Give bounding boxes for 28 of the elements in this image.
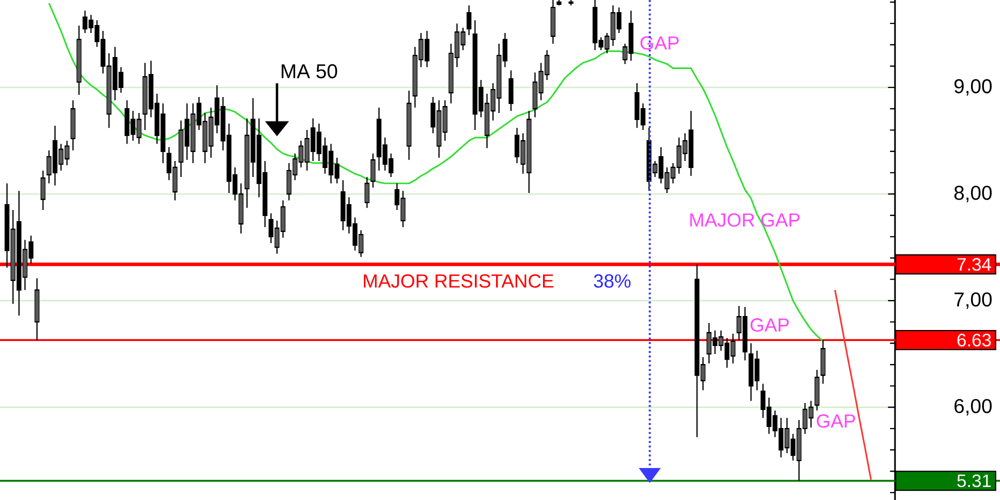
y-tick-label: 9,00 [954,79,992,96]
annotation: MAJOR GAP [690,213,800,227]
candlestick [370,152,376,188]
candlestick [364,176,370,208]
candlestick [466,4,472,36]
candlestick [70,100,76,151]
annotation: 38% [594,274,631,288]
candlestick [814,369,820,412]
text: MA 50 [282,64,338,78]
annotation: MAJOR RESISTANCE [364,274,554,288]
candlestick [820,339,826,384]
y-tick-label: 8,00 [954,186,992,202]
candlestick [568,0,574,6]
ref-line-label: 5.31 [957,474,991,488]
candlestick [556,0,562,6]
annotation: GAP [640,36,679,50]
y-tick-label: 6,00 [954,398,992,416]
y-tick-label: 7,00 [954,292,992,309]
candlestick [76,24,82,96]
ref-line-label: 6.63 [958,334,991,346]
ref-line-label: 7.34 [958,258,992,271]
annotation: GAP [816,414,856,428]
candlestick [550,0,556,44]
candlestick [406,90,412,161]
annotation: GAP [750,318,789,332]
candlestick [508,70,514,112]
candlestick [34,278,40,341]
candlestick [40,170,46,211]
